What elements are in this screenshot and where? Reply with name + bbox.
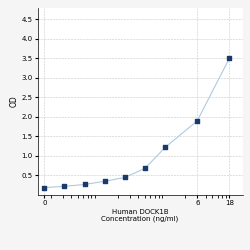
Point [227, 56, 231, 60]
Y-axis label: OD: OD [10, 95, 18, 107]
Point [123, 176, 127, 180]
Point [62, 184, 66, 188]
Point [82, 182, 86, 186]
Point [143, 166, 147, 170]
Point [42, 186, 46, 190]
X-axis label: Human DOCK1B
Concentration (ng/ml): Human DOCK1B Concentration (ng/ml) [102, 209, 178, 222]
Point [163, 145, 167, 149]
Point [102, 179, 106, 183]
Point [195, 119, 199, 123]
